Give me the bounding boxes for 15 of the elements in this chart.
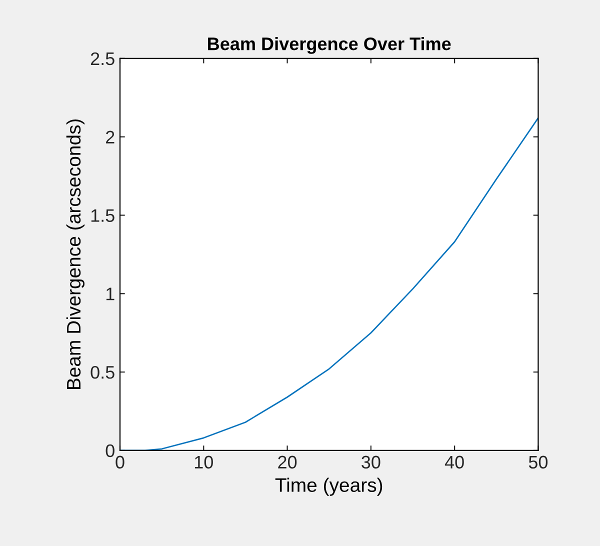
- y-tick-label: 2.5: [90, 52, 114, 66]
- x-axis-title: Time (years): [275, 478, 382, 496]
- chart-title: Beam Divergence Over Time: [208, 37, 451, 54]
- y-tick-label: 1: [106, 288, 114, 300]
- y-tick-label: 2: [106, 130, 114, 144]
- x-tick-label: 30: [362, 456, 380, 469]
- x-tick-label: 50: [528, 456, 548, 469]
- x-tick-label: 10: [194, 456, 213, 469]
- y-tick-label: 1.5: [91, 209, 114, 222]
- y-tick-label: 0.5: [90, 366, 114, 379]
- x-tick-label: 40: [444, 456, 464, 469]
- y-axis-title: Beam Divergence (arcseconds): [66, 119, 84, 389]
- x-tick-label: 0: [116, 456, 124, 469]
- x-tick-label: 20: [278, 456, 297, 469]
- y-tick-label: 0: [106, 444, 114, 458]
